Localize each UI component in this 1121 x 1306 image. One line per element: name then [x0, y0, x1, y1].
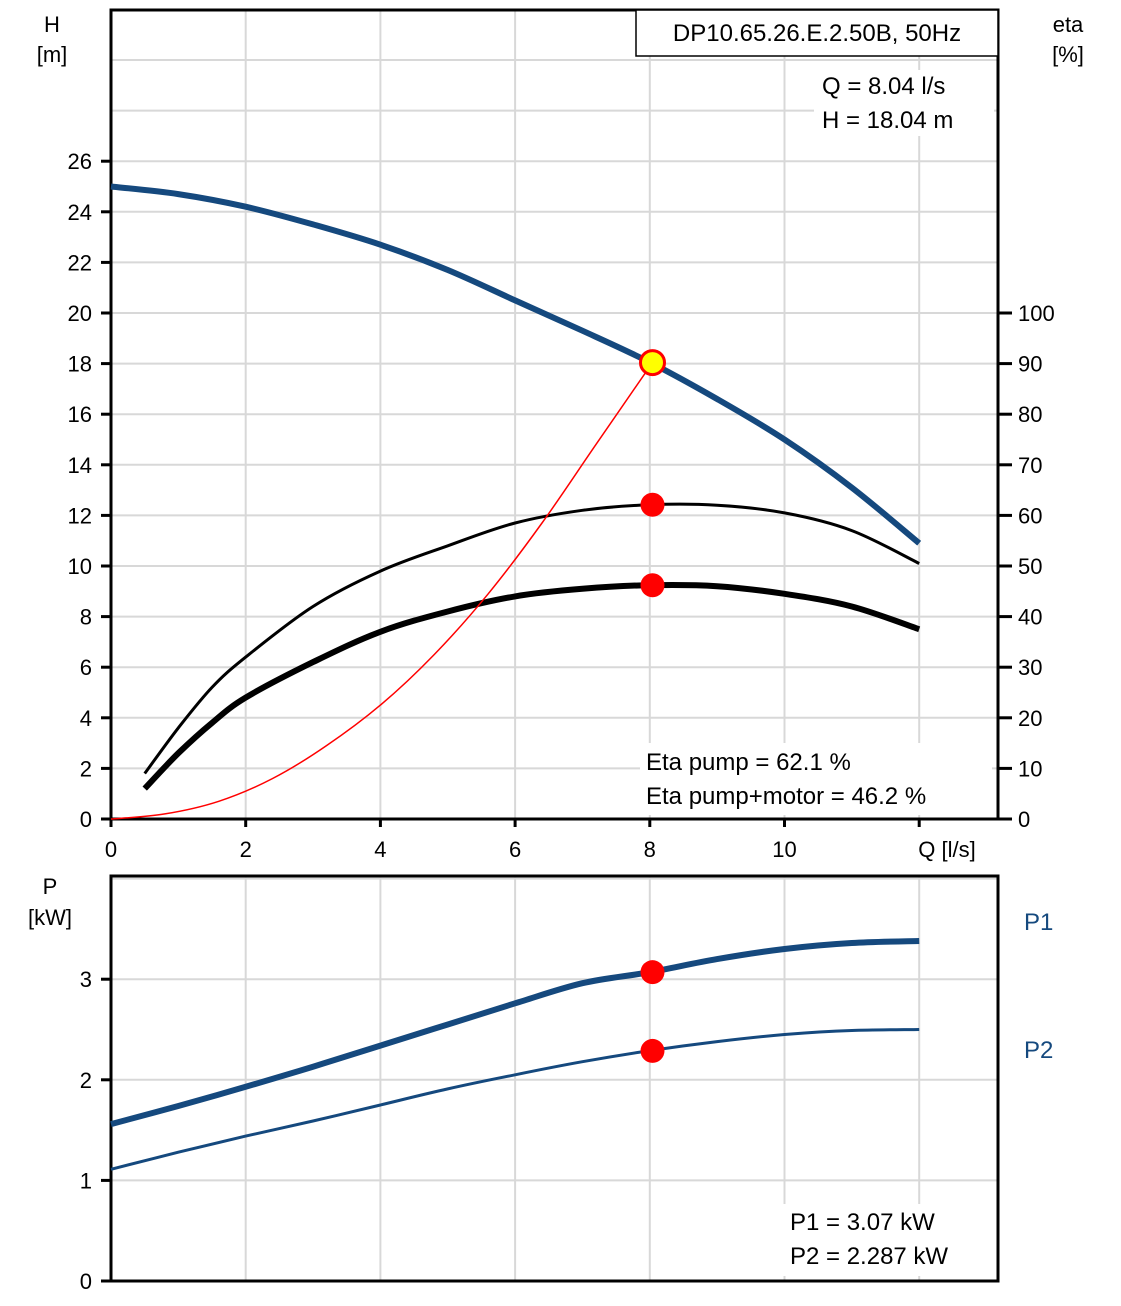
p1-text: P1 = 3.07 kW [790, 1209, 935, 1236]
head-chart-curves [110, 183, 922, 820]
p2-curve [110, 1028, 920, 1171]
duty-q-text: Q = 8.04 l/s [822, 73, 945, 100]
y2-tick-label: 40 [1018, 605, 1042, 630]
power-chart-curves [110, 938, 920, 1171]
p-tick-label: 0 [80, 1269, 92, 1294]
p2-text: P2 = 2.287 kW [790, 1243, 948, 1270]
x-tick-label: 10 [772, 837, 796, 862]
y-tick-label: 2 [80, 756, 92, 781]
head-curve [110, 183, 922, 546]
chart-title: DP10.65.26.E.2.50B, 50Hz [673, 20, 961, 47]
title-box [635, 9, 999, 57]
duty-point-eta-total [640, 573, 665, 598]
y2-tick-label: 0 [1018, 807, 1030, 832]
y2-tick-label: 30 [1018, 655, 1042, 680]
eta-total-curve [142, 581, 921, 791]
p-axis-label: P [43, 874, 58, 899]
y-tick-label: 4 [80, 706, 92, 731]
y2-tick-label: 70 [1018, 453, 1042, 478]
y-tick-label: 14 [68, 453, 92, 478]
p1-curve [110, 938, 920, 1127]
y-tick-label: 0 [80, 807, 92, 832]
red-curve [110, 362, 654, 820]
y-axis-label-h: H [44, 12, 60, 37]
x-tick-label: 8 [644, 837, 656, 862]
p-tick-label: 1 [80, 1168, 92, 1193]
y-tick-label: 12 [68, 503, 92, 528]
y-tick-label: 16 [68, 402, 92, 427]
duty-point-p1 [640, 960, 665, 985]
x-tick-label: 6 [509, 837, 521, 862]
eta-total-text: Eta pump+motor = 46.2 % [646, 783, 926, 810]
head-chart-grid [111, 10, 998, 819]
eta-pump-curve [143, 502, 920, 775]
series-label-p2: P2 [1024, 1037, 1053, 1064]
y2-tick-label: 50 [1018, 554, 1042, 579]
y-tick-label: 18 [68, 352, 92, 377]
p-tick-label: 2 [80, 1068, 92, 1093]
y2-tick-label: 20 [1018, 706, 1042, 731]
y-tick-label: 26 [68, 149, 92, 174]
y-tick-label: 24 [68, 200, 92, 225]
y2-tick-label: 100 [1018, 301, 1055, 326]
duty-points [638, 349, 666, 1063]
y2-tick-label: 90 [1018, 352, 1042, 377]
x-axis-label: Q [l/s] [918, 837, 975, 862]
duty-point-eta-pump [640, 492, 665, 517]
eta-pump-text: Eta pump = 62.1 % [646, 749, 851, 776]
y-tick-label: 10 [68, 554, 92, 579]
head-chart-ticks: 0246810121416182022242601020304050607080… [68, 149, 1055, 862]
x-tick-label: 0 [105, 837, 117, 862]
y2-axis-label-eta: eta [1053, 12, 1084, 37]
y-tick-label: 6 [80, 655, 92, 680]
p-axis-unit: [kW] [28, 905, 72, 930]
duty-h-text: H = 18.04 m [822, 107, 953, 134]
x-tick-label: 4 [374, 837, 386, 862]
duty-point-head [638, 349, 666, 377]
y2-tick-label: 60 [1018, 503, 1042, 528]
duty-point-box [814, 70, 994, 136]
p-tick-label: 3 [80, 967, 92, 992]
y-tick-label: 8 [80, 605, 92, 630]
series-label-p1: P1 [1024, 909, 1053, 936]
power-chart-ticks: 0 1 2 3 [80, 967, 111, 1294]
y2-axis-unit-percent: [%] [1052, 42, 1084, 67]
y2-tick-label: 80 [1018, 402, 1042, 427]
y-axis-unit-m: [m] [37, 42, 68, 67]
y2-tick-label: 10 [1018, 756, 1042, 781]
power-box [782, 1204, 992, 1276]
y-tick-label: 20 [68, 301, 92, 326]
duty-point-p2 [640, 1038, 665, 1063]
efficiency-box [640, 743, 992, 815]
x-tick-label: 2 [240, 837, 252, 862]
y-tick-label: 22 [68, 250, 92, 275]
